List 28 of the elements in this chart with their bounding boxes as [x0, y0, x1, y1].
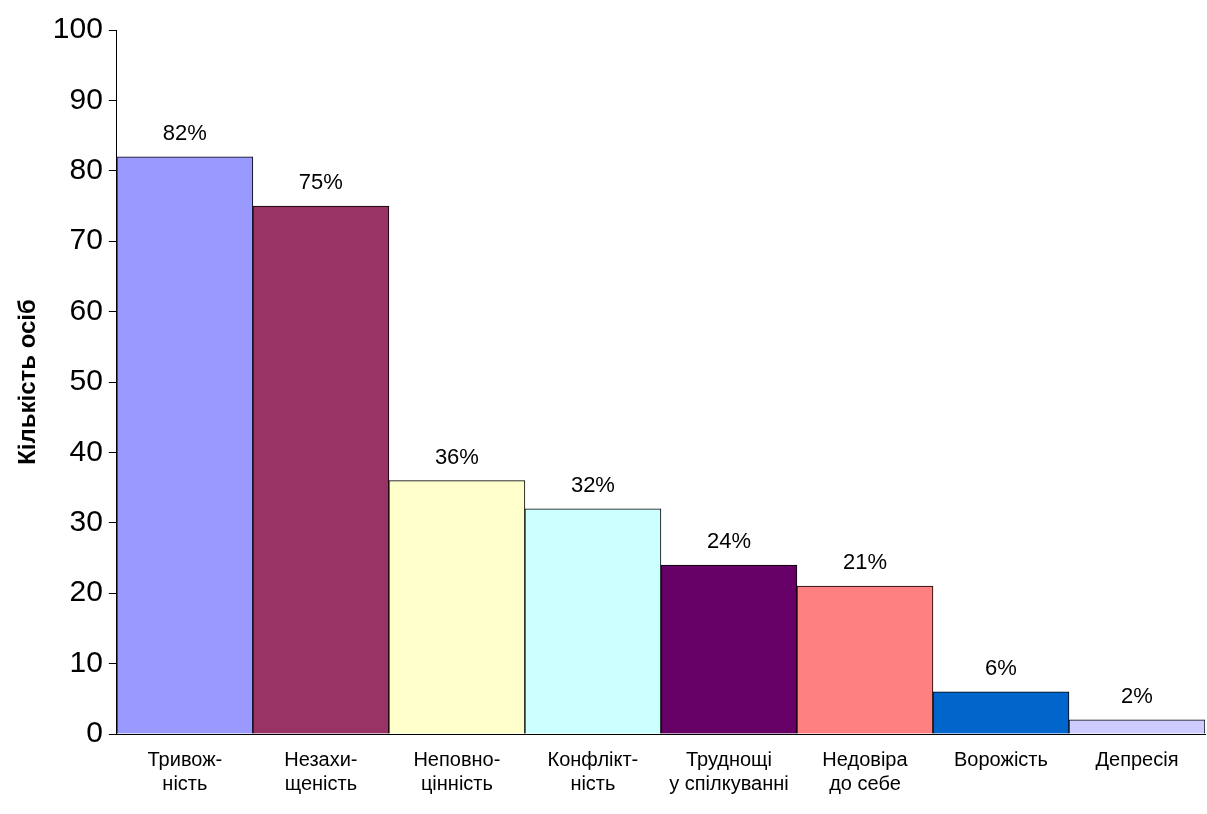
x-tick-label: Недовіра до себе — [822, 747, 909, 794]
x-tick-label: Депресія — [1095, 747, 1179, 770]
y-tick-label: 90 — [69, 81, 103, 115]
x-tick-label: Незахи- щеність — [284, 747, 358, 794]
y-tick-label: 70 — [69, 222, 103, 256]
data-label: 75% — [298, 169, 343, 195]
data-label: 36% — [434, 443, 479, 469]
x-tick-label: Конфлікт- ність — [547, 747, 639, 794]
y-tick-label: 80 — [69, 152, 103, 186]
y-tick-label: 10 — [69, 644, 103, 678]
x-tick-label: Тривож- ність — [147, 747, 223, 794]
y-tick-label: 50 — [69, 363, 103, 397]
y-axis-title: Кількість осіб — [13, 299, 41, 465]
y-tick-label: 100 — [52, 11, 103, 45]
x-tick-label: Труднощі у спілкуванні — [669, 747, 789, 794]
data-label: 2% — [1121, 682, 1153, 708]
data-label: 21% — [842, 549, 887, 575]
y-tick-label: 30 — [69, 504, 103, 538]
y-tick-label: 0 — [86, 715, 103, 749]
y-tick-label: 20 — [69, 574, 103, 608]
x-tick-label: Неповно- цінність — [413, 747, 501, 794]
data-label: 32% — [570, 471, 615, 497]
y-tick-label: 60 — [69, 292, 103, 326]
y-tick-label: 40 — [69, 433, 103, 467]
data-label: 82% — [162, 119, 207, 145]
data-label: 24% — [706, 528, 751, 554]
data-label: 6% — [985, 654, 1017, 680]
x-tick-label: Ворожість — [954, 747, 1048, 770]
